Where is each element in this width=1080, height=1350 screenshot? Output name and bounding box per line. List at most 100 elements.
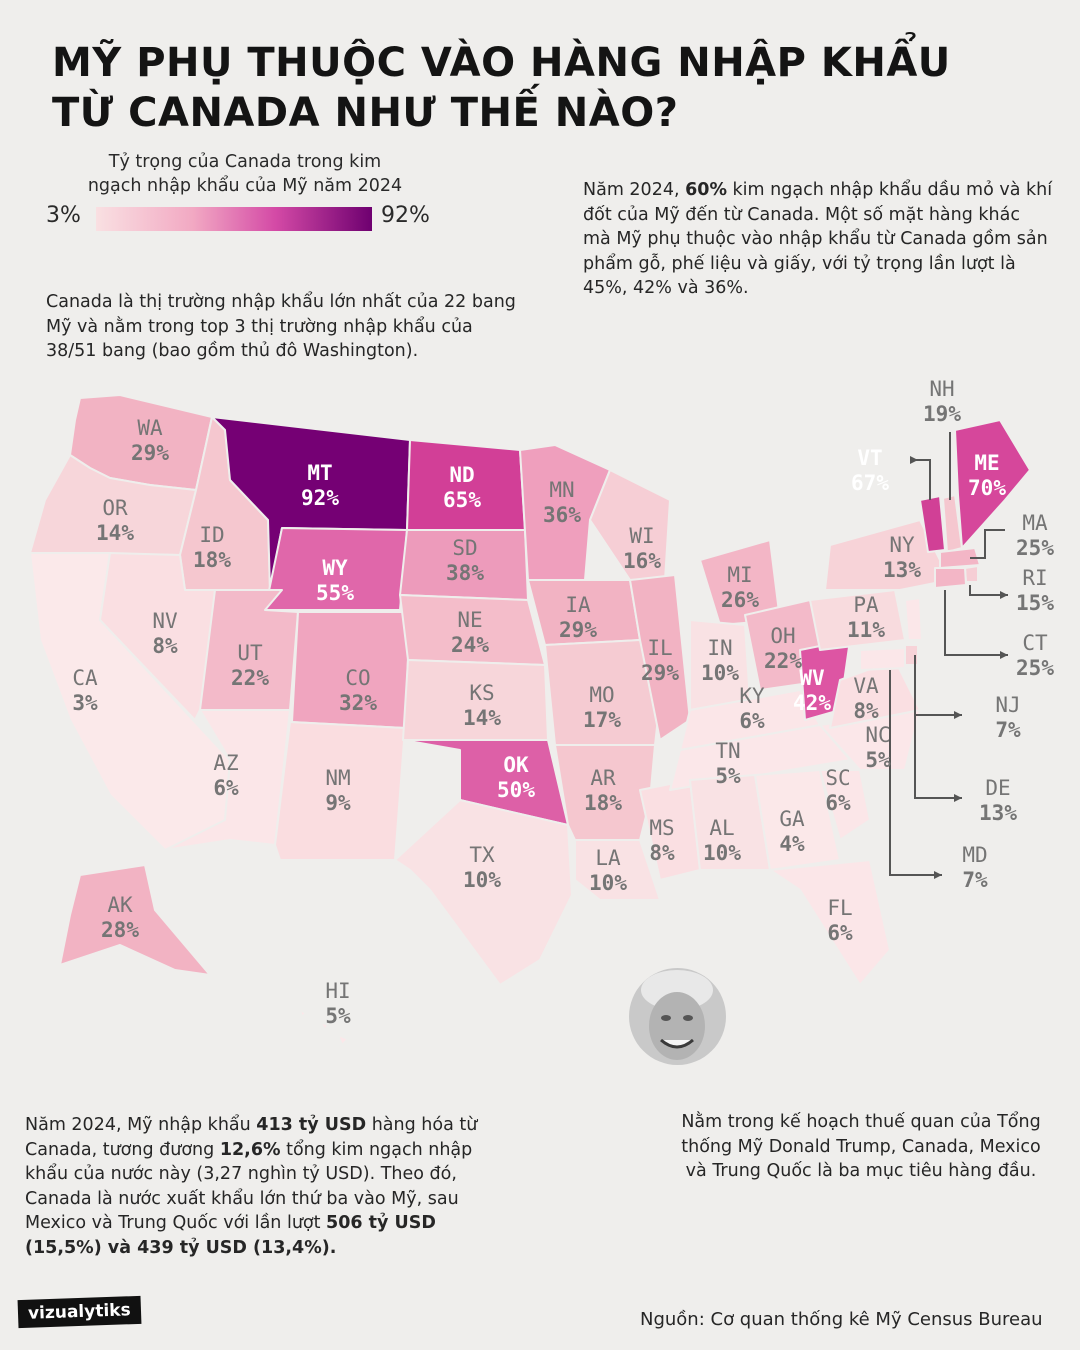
state-tx [394, 799, 573, 986]
state-la [574, 839, 661, 901]
state-value-wi: 16% [623, 549, 661, 573]
state-code-nh: NH [929, 377, 954, 401]
portrait-illustration [629, 968, 726, 1065]
state-value-ak: 28% [101, 918, 139, 942]
state-value-id: 18% [193, 548, 231, 572]
state-code-vt: VT [857, 446, 882, 470]
state-code-nm: NM [325, 766, 350, 790]
state-value-ct: 25% [1016, 656, 1054, 680]
title-line-2: TỪ CANADA NHƯ THẾ NÀO? [52, 90, 679, 136]
legend-title-line-1: Tỷ trọng của Canada trong kim [108, 152, 382, 172]
state-code-in: IN [707, 636, 732, 660]
state-code-ak: AK [107, 893, 133, 917]
state-value-ne: 24% [451, 633, 489, 657]
state-code-me: ME [974, 451, 999, 475]
state-code-nv: NV [152, 609, 178, 633]
state-de [904, 644, 919, 666]
state-code-md: MD [962, 843, 987, 867]
state-code-wy: WY [322, 556, 348, 580]
state-ak [59, 864, 211, 976]
state-value-ma: 25% [1016, 536, 1054, 560]
state-value-tx: 10% [463, 868, 501, 892]
tariff-note: Nằm trong kế hoạch thuế quan của Tổng th… [681, 1112, 1041, 1181]
callout-lines [889, 432, 1008, 876]
state-code-or: OR [102, 496, 128, 520]
state-code-ne: NE [457, 608, 482, 632]
import-summary: Năm 2024, Mỹ nhập khẩu 413 tỷ USD hàng h… [25, 1115, 478, 1258]
state-il [629, 574, 691, 741]
state-value-nj: 7% [995, 718, 1021, 742]
state-code-va: VA [853, 674, 879, 698]
state-labels: WA29%OR14%CA3%ID18%NV8%MT92%WY55%UT22%AZ… [72, 377, 1054, 1028]
page-title: MỸ PHỤ THUỘC VÀO HÀNG NHẬP KHẨU TỪ CANAD… [52, 38, 951, 138]
vizualytiks-logo: vizualytiks [17, 1295, 142, 1329]
title-line-1: MỸ PHỤ THUỘC VÀO HÀNG NHẬP KHẨU [52, 40, 951, 86]
state-value-ny: 13% [883, 558, 921, 582]
state-value-hi: 5% [325, 1004, 351, 1028]
state-value-or: 14% [96, 521, 134, 545]
state-code-sd: SD [452, 536, 477, 560]
callout-de [914, 675, 962, 799]
oil-gas-note: Năm 2024, 60% kim ngạch nhập khẩu dầu mỏ… [583, 180, 1053, 298]
state-value-co: 32% [339, 691, 377, 715]
callout-nj [914, 655, 962, 716]
state-code-ga: GA [779, 807, 805, 831]
state-vt [919, 495, 946, 553]
callout-vt [910, 459, 931, 500]
legend-title-line-2: ngạch nhập khẩu của Mỹ năm 2024 [87, 176, 403, 196]
state-code-co: CO [345, 666, 370, 690]
state-code-tx: TX [469, 843, 495, 867]
state-value-mo: 17% [583, 708, 621, 732]
state-code-pa: PA [853, 593, 879, 617]
state-hi [299, 1009, 349, 1046]
state-code-sc: SC [825, 766, 850, 790]
state-code-la: LA [595, 846, 621, 870]
state-value-ok: 50% [497, 778, 535, 802]
state-value-nd: 65% [443, 488, 481, 512]
state-code-oh: OH [770, 624, 795, 648]
state-md [859, 647, 906, 671]
state-value-ms: 8% [649, 841, 675, 865]
callout-ma [970, 529, 1005, 559]
state-code-ky: KY [739, 684, 765, 708]
state-value-sc: 6% [825, 791, 851, 815]
state-pa [809, 589, 906, 651]
state-value-mn: 36% [543, 503, 581, 527]
state-value-ut: 22% [231, 666, 269, 690]
state-value-ky: 6% [739, 709, 765, 733]
state-code-ma: MA [1022, 511, 1048, 535]
state-value-nh: 19% [923, 402, 961, 426]
state-value-de: 13% [979, 801, 1017, 825]
state-nj [904, 597, 923, 641]
state-code-nc: NC [865, 723, 890, 747]
state-value-va: 8% [853, 699, 879, 723]
state-value-az: 6% [213, 776, 239, 800]
state-code-nj: NJ [995, 693, 1020, 717]
state-code-mo: MO [589, 683, 614, 707]
state-wy [264, 527, 408, 611]
callout-ct [944, 590, 1008, 656]
state-value-vt: 67% [851, 471, 889, 495]
callout-ri [969, 585, 1008, 596]
source-credit: Nguồn: Cơ quan thống kê Mỹ Census Bureau [640, 1309, 1043, 1330]
state-value-al: 10% [703, 841, 741, 865]
state-code-ny: NY [889, 533, 915, 557]
state-me [954, 419, 1031, 549]
state-value-oh: 22% [764, 649, 802, 673]
state-value-ri: 15% [1016, 591, 1054, 615]
state-value-md: 7% [962, 868, 988, 892]
state-wi [589, 469, 671, 581]
state-value-wv: 42% [793, 691, 831, 715]
state-code-az: AZ [213, 751, 238, 775]
state-value-nm: 9% [325, 791, 351, 815]
callout-md [889, 670, 942, 876]
state-value-ia: 29% [559, 618, 597, 642]
state-value-wa: 29% [131, 441, 169, 465]
legend-title: Tỷ trọng của Canada trong kim ngạch nhập… [60, 150, 430, 198]
state-value-pa: 11% [847, 618, 885, 642]
state-code-id: ID [199, 523, 224, 547]
state-value-la: 10% [589, 871, 627, 895]
state-fl [769, 859, 891, 986]
state-code-mn: MN [549, 478, 574, 502]
state-code-wa: WA [137, 416, 163, 440]
